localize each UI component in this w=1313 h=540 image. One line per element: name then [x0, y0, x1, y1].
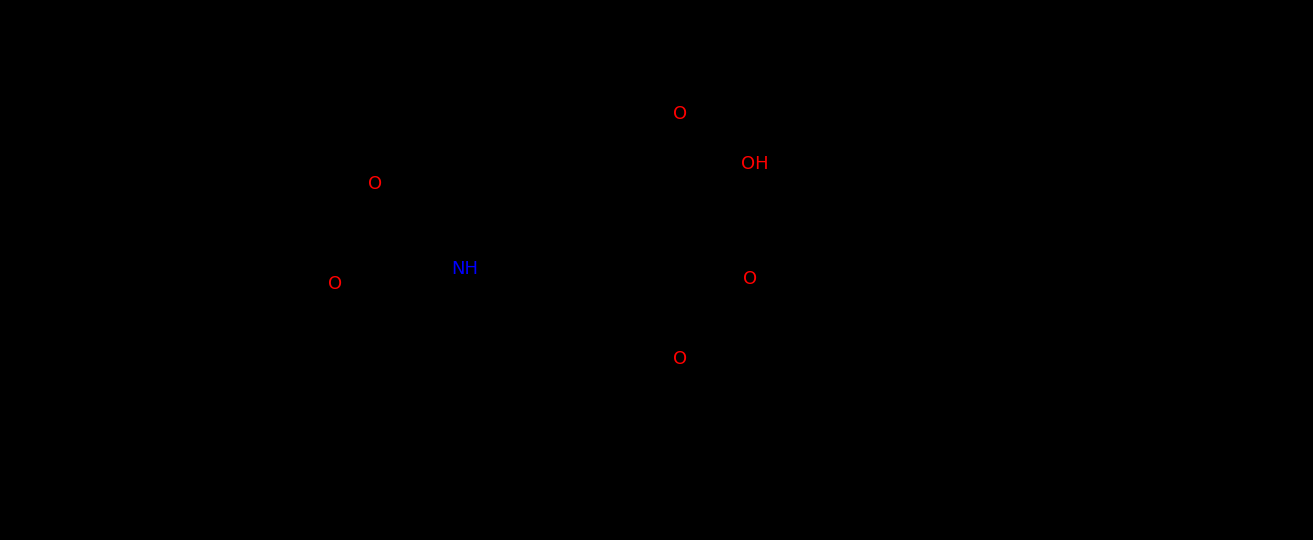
Text: OH: OH [741, 155, 769, 173]
Text: NH: NH [452, 260, 478, 278]
Text: O: O [368, 175, 382, 193]
Text: O: O [328, 275, 343, 293]
Text: O: O [674, 105, 687, 123]
Text: O: O [674, 350, 687, 368]
Text: O: O [743, 270, 758, 288]
